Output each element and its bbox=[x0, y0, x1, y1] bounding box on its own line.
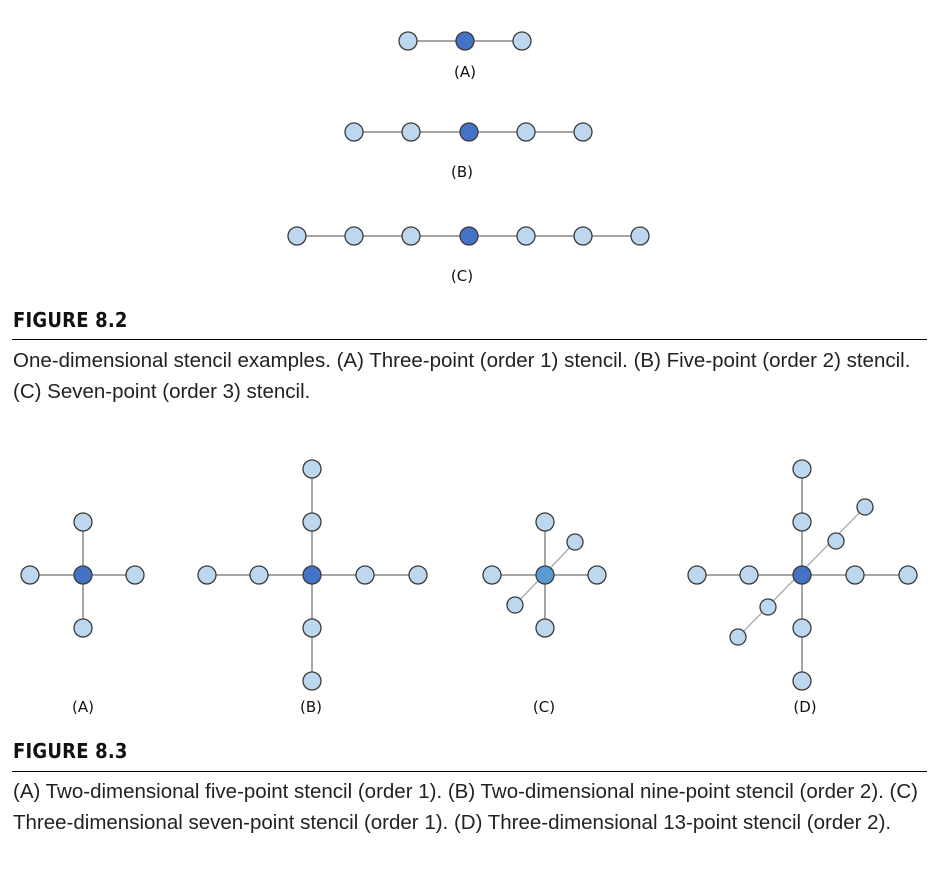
neighbor-node bbox=[739, 565, 759, 585]
figure-8-3-caption: (A) Two-dimensional five-point stencil (… bbox=[13, 780, 919, 834]
stencil-label-c: (C) bbox=[533, 698, 555, 716]
figure-8-3-diagram: (A) (B) (C) bbox=[20, 459, 918, 716]
neighbor-node bbox=[566, 533, 584, 551]
neighbor-node bbox=[401, 122, 421, 142]
neighbor-node bbox=[856, 498, 874, 516]
neighbor-node bbox=[401, 226, 421, 246]
neighbor-node bbox=[287, 226, 307, 246]
neighbor-node bbox=[792, 459, 812, 479]
center-node bbox=[302, 565, 322, 585]
neighbor-node bbox=[845, 565, 865, 585]
neighbor-node bbox=[573, 226, 593, 246]
neighbor-node bbox=[759, 598, 777, 616]
neighbor-node bbox=[506, 596, 524, 614]
center-node bbox=[73, 565, 93, 585]
neighbor-node bbox=[898, 565, 918, 585]
neighbor-node bbox=[302, 671, 322, 691]
stencil-1d-c: (C) bbox=[287, 226, 650, 285]
stencil-1d-a: (A) bbox=[398, 31, 532, 81]
neighbor-node bbox=[408, 565, 428, 585]
neighbor-node bbox=[302, 618, 322, 638]
neighbor-node bbox=[73, 618, 93, 638]
stencil-2d-a: (A) bbox=[20, 512, 145, 716]
neighbor-node bbox=[630, 226, 650, 246]
neighbor-node bbox=[197, 565, 217, 585]
neighbor-node bbox=[512, 31, 532, 51]
figure-8-2-diagram: (A) (B) (C) bbox=[287, 31, 650, 285]
stencil-3d-c: (C) bbox=[482, 512, 607, 716]
center-node bbox=[535, 565, 555, 585]
figure-8-2-rule bbox=[12, 339, 927, 340]
neighbor-node bbox=[587, 565, 607, 585]
stencil-label-c: (C) bbox=[451, 267, 473, 285]
stencil-1d-b: (B) bbox=[344, 122, 593, 181]
neighbor-node bbox=[355, 565, 375, 585]
neighbor-node bbox=[516, 226, 536, 246]
figure-8-2-caption: One-dimensional stencil examples. (A) Th… bbox=[13, 349, 911, 403]
neighbor-node bbox=[535, 512, 555, 532]
neighbor-node bbox=[302, 512, 322, 532]
neighbor-node bbox=[344, 122, 364, 142]
neighbor-node bbox=[687, 565, 707, 585]
neighbor-node bbox=[792, 671, 812, 691]
figure-8-2-title: FIGURE 8.2 bbox=[13, 308, 128, 332]
neighbor-node bbox=[398, 31, 418, 51]
stencil-label-b: (B) bbox=[300, 698, 322, 716]
center-node bbox=[459, 226, 479, 246]
neighbor-node bbox=[792, 512, 812, 532]
neighbor-node bbox=[73, 512, 93, 532]
neighbor-node bbox=[535, 618, 555, 638]
stencil-3d-d: (D) bbox=[687, 459, 918, 716]
neighbor-node bbox=[792, 618, 812, 638]
stencil-label-b: (B) bbox=[451, 163, 473, 181]
stencil-2d-b: (B) bbox=[197, 459, 428, 716]
neighbor-node bbox=[249, 565, 269, 585]
stencil-label-d: (D) bbox=[793, 698, 816, 716]
neighbor-node bbox=[573, 122, 593, 142]
neighbor-node bbox=[516, 122, 536, 142]
neighbor-node bbox=[125, 565, 145, 585]
center-node bbox=[459, 122, 479, 142]
center-node bbox=[792, 565, 812, 585]
neighbor-node bbox=[302, 459, 322, 479]
neighbor-node bbox=[827, 532, 845, 550]
neighbor-node bbox=[482, 565, 502, 585]
figure-8-3-rule bbox=[12, 771, 927, 772]
stencil-label-a: (A) bbox=[454, 63, 476, 81]
center-node bbox=[455, 31, 475, 51]
neighbor-node bbox=[20, 565, 40, 585]
neighbor-node bbox=[344, 226, 364, 246]
figure-8-3-title: FIGURE 8.3 bbox=[13, 739, 128, 763]
neighbor-node bbox=[729, 628, 747, 646]
stencil-label-a: (A) bbox=[72, 698, 94, 716]
